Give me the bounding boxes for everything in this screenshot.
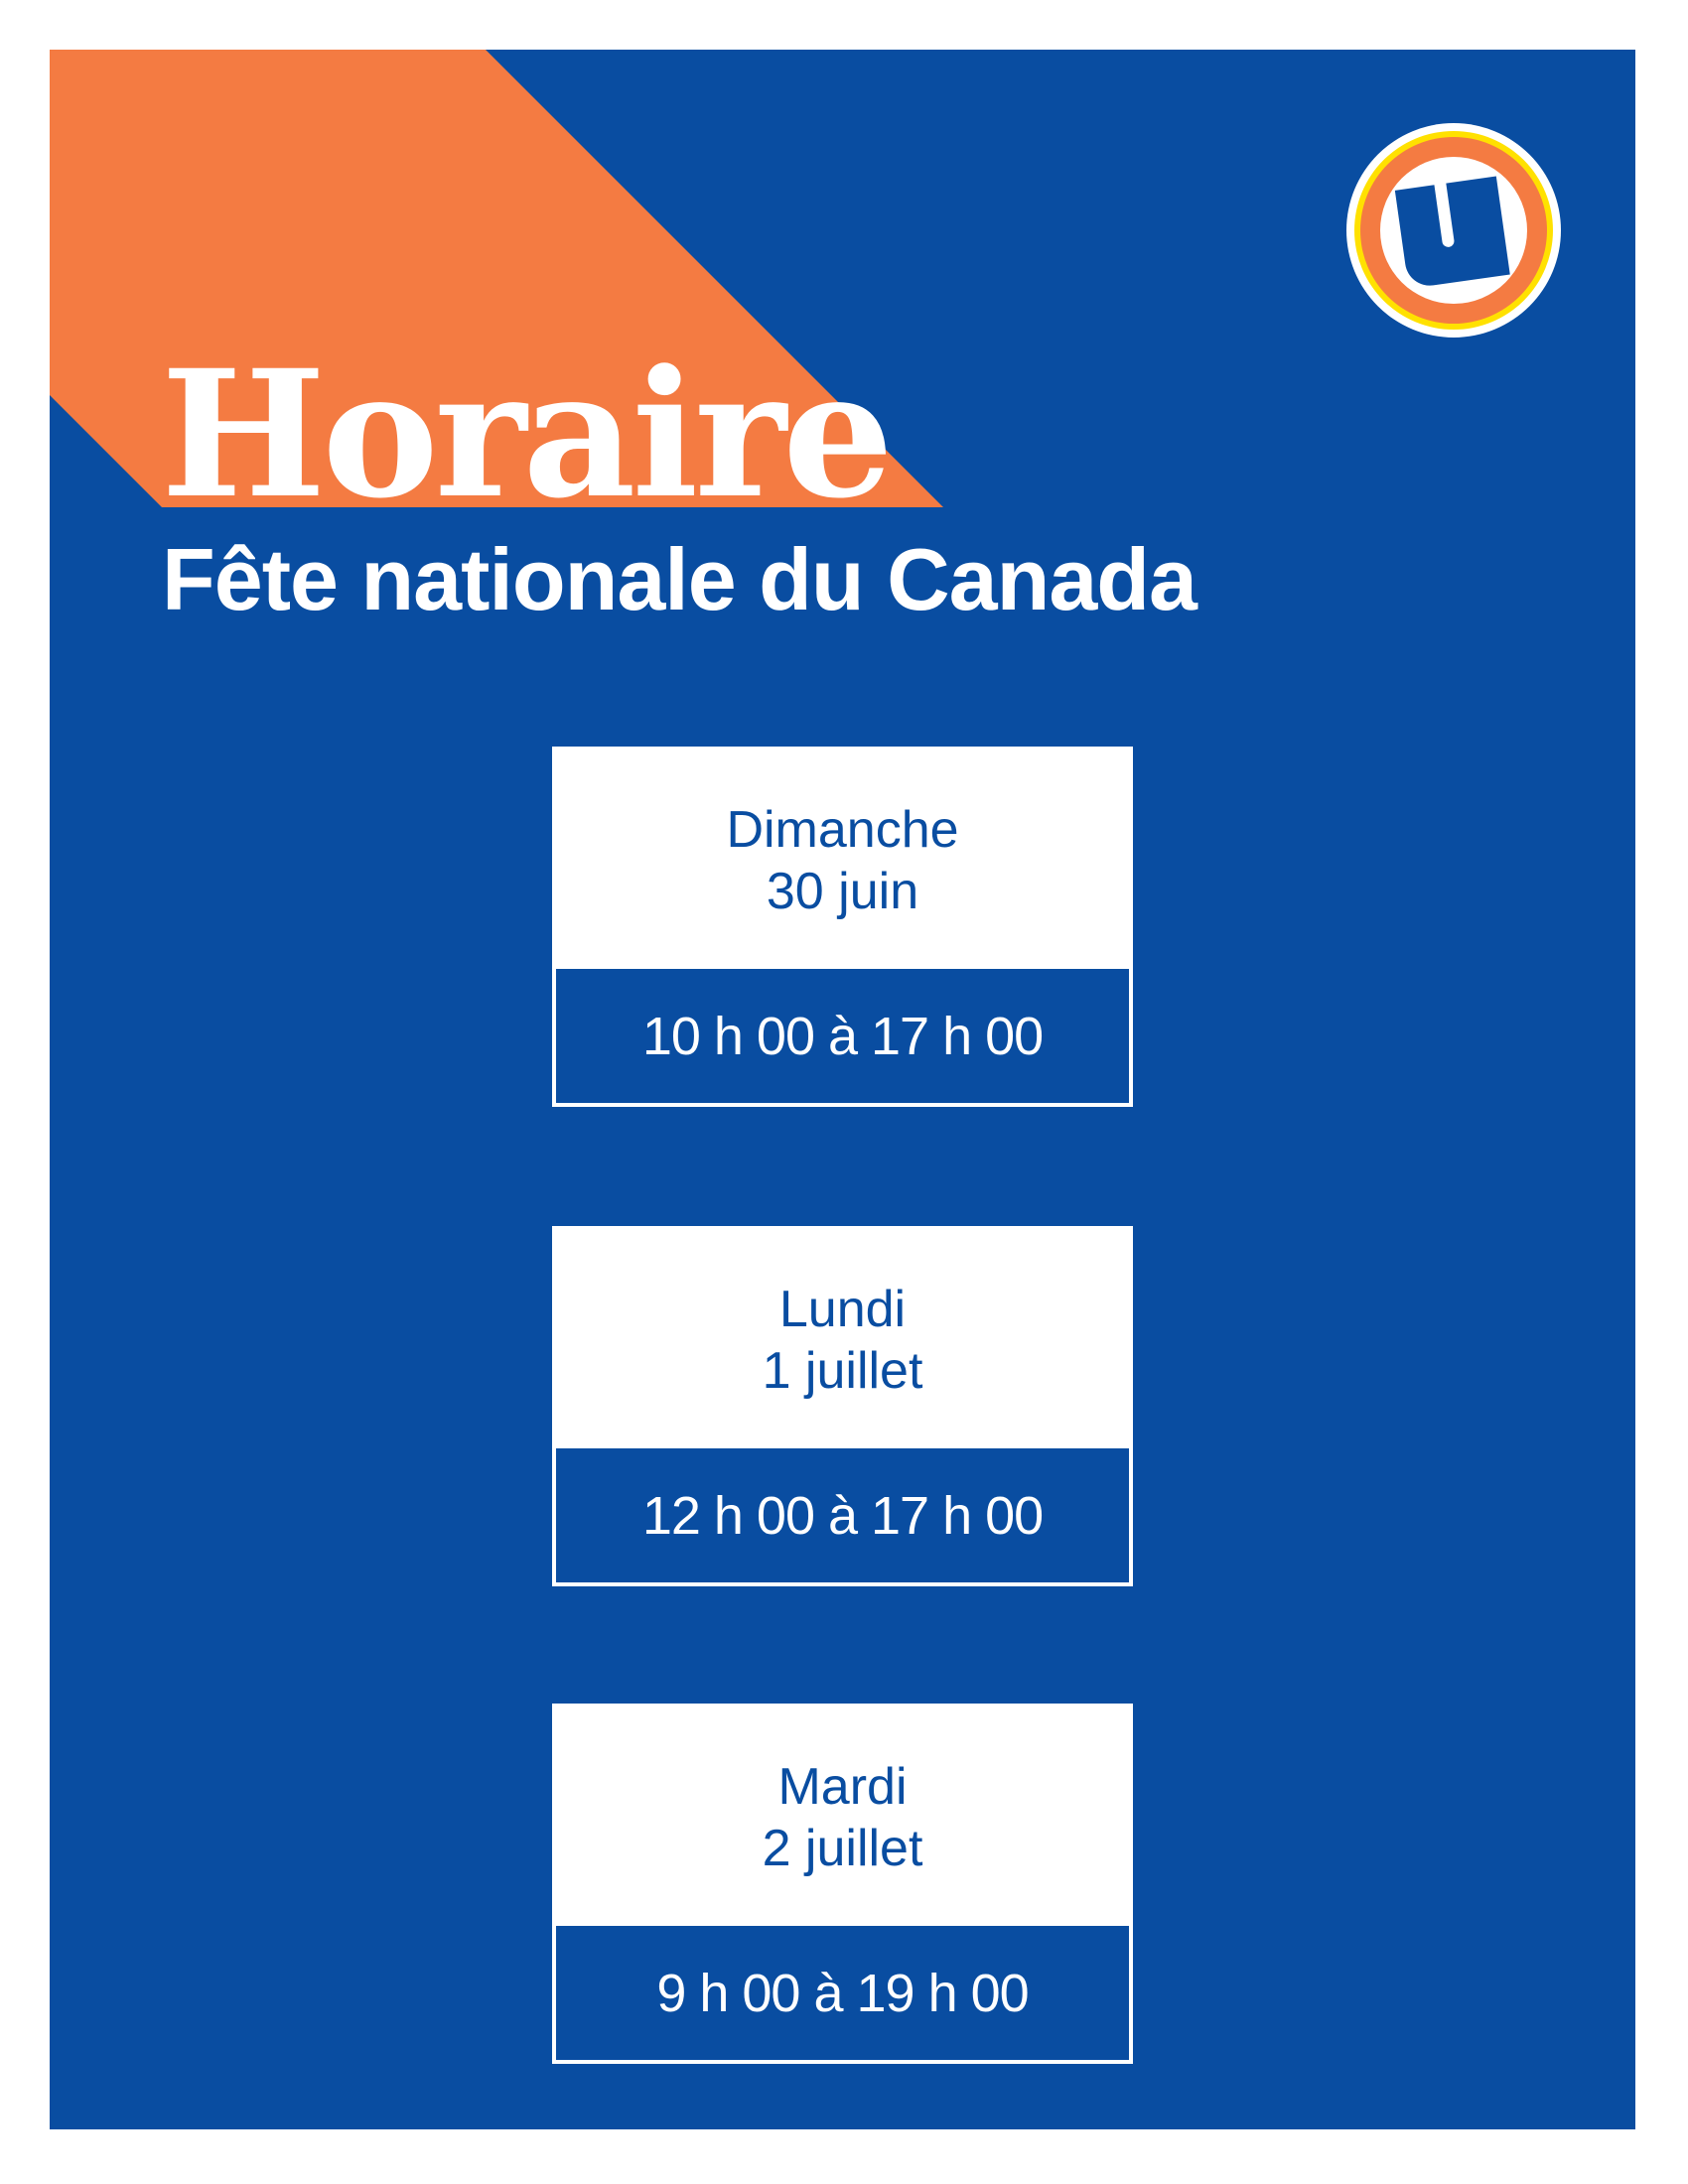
schedule-date: 1 juillet bbox=[762, 1342, 923, 1400]
u-logo-icon bbox=[1346, 123, 1561, 338]
schedule-date: 2 juillet bbox=[762, 1820, 923, 1877]
schedule-card-sunday: Dimanche 30 juin 10 h 00 à 17 h 00 bbox=[552, 747, 1133, 1107]
schedule-day: Dimanche bbox=[726, 801, 959, 859]
page-title: Horaire bbox=[161, 332, 894, 537]
schedule-hours: 10 h 00 à 17 h 00 bbox=[556, 969, 1129, 1103]
poster-panel: Horaire Fête nationale du Canada Dimanch… bbox=[50, 50, 1635, 2129]
schedule-card-monday: Lundi 1 juillet 12 h 00 à 17 h 00 bbox=[552, 1226, 1133, 1586]
schedule-day: Lundi bbox=[778, 1281, 907, 1338]
orange-diagonal-band bbox=[50, 50, 943, 507]
page-subtitle: Fête nationale du Canada bbox=[162, 530, 1197, 628]
schedule-hours: 12 h 00 à 17 h 00 bbox=[556, 1448, 1129, 1582]
schedule-card-tuesday: Mardi 2 juillet 9 h 00 à 19 h 00 bbox=[552, 1704, 1133, 2064]
schedule-date: 30 juin bbox=[766, 863, 919, 920]
schedule-hours: 9 h 00 à 19 h 00 bbox=[556, 1926, 1129, 2060]
schedule-day: Mardi bbox=[777, 1758, 908, 1816]
